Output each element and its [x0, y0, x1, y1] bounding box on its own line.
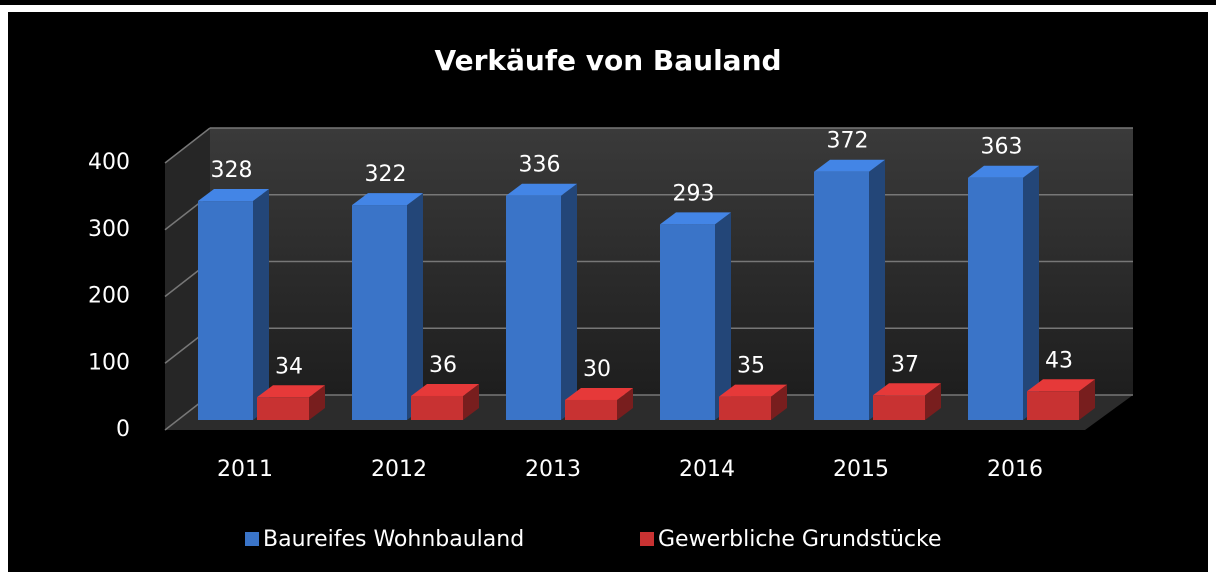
bar — [411, 395, 463, 420]
bar-top — [968, 165, 1039, 178]
bar — [660, 224, 715, 420]
bar-top — [1027, 379, 1095, 392]
bar — [506, 195, 561, 420]
bar — [873, 395, 925, 420]
top-rule — [0, 0, 1216, 5]
value-label: 363 — [981, 135, 1023, 160]
value-label: 372 — [827, 129, 869, 154]
value-label: 34 — [275, 354, 303, 379]
bar — [352, 205, 407, 420]
value-label: 328 — [211, 158, 253, 183]
legend-swatch — [245, 532, 259, 546]
y-tick-label: 200 — [88, 284, 130, 309]
value-label: 36 — [429, 353, 457, 378]
x-tick-label: 2015 — [833, 457, 889, 482]
grid-line-side — [164, 127, 211, 164]
bar-side — [1023, 165, 1039, 420]
bar-side — [617, 387, 633, 420]
bar-top — [198, 189, 269, 202]
y-tick-label: 300 — [88, 217, 130, 242]
bar-top — [660, 212, 731, 225]
chart-title: Verkäufe von Bauland — [434, 44, 781, 77]
x-tick-label: 2011 — [217, 457, 273, 482]
value-label: 322 — [365, 162, 407, 187]
bar-top — [506, 183, 577, 196]
bar-side — [407, 193, 423, 420]
value-label: 30 — [583, 357, 611, 382]
y-tick-label: 100 — [88, 350, 130, 375]
bar-side — [1079, 379, 1095, 420]
x-tick-label: 2016 — [987, 457, 1043, 482]
bar-top — [873, 383, 941, 396]
bar-side — [771, 384, 787, 420]
value-label: 293 — [673, 181, 715, 206]
bar-top — [565, 387, 633, 400]
bar — [814, 171, 869, 420]
x-tick-label: 2013 — [525, 457, 581, 482]
value-label: 336 — [519, 153, 561, 178]
value-label: 43 — [1045, 348, 1073, 373]
bar — [565, 399, 617, 420]
value-label: 35 — [737, 354, 765, 379]
x-tick-label: 2012 — [371, 457, 427, 482]
bar-side — [463, 383, 479, 420]
legend-label: Gewerbliche Grundstücke — [658, 527, 941, 552]
bar — [719, 396, 771, 420]
legend-swatch — [640, 532, 654, 546]
bar-side — [715, 212, 731, 420]
bar-side — [925, 383, 941, 420]
bar-side — [869, 159, 885, 420]
legend-label: Baureifes Wohnbauland — [263, 527, 524, 552]
bar-top — [352, 193, 423, 206]
bar-side — [309, 385, 325, 420]
y-tick-label: 400 — [88, 150, 130, 175]
bar — [198, 201, 253, 420]
bar-top — [814, 159, 885, 172]
bar-top — [411, 383, 479, 396]
bar — [257, 397, 309, 420]
value-label: 37 — [891, 352, 919, 377]
y-tick-label: 0 — [116, 417, 130, 442]
bar-top — [257, 385, 325, 398]
bar — [1027, 391, 1079, 420]
x-tick-label: 2014 — [679, 457, 735, 482]
bar-top — [719, 384, 787, 397]
bar — [968, 177, 1023, 420]
bar-side — [561, 183, 577, 420]
bar-side — [253, 189, 269, 420]
